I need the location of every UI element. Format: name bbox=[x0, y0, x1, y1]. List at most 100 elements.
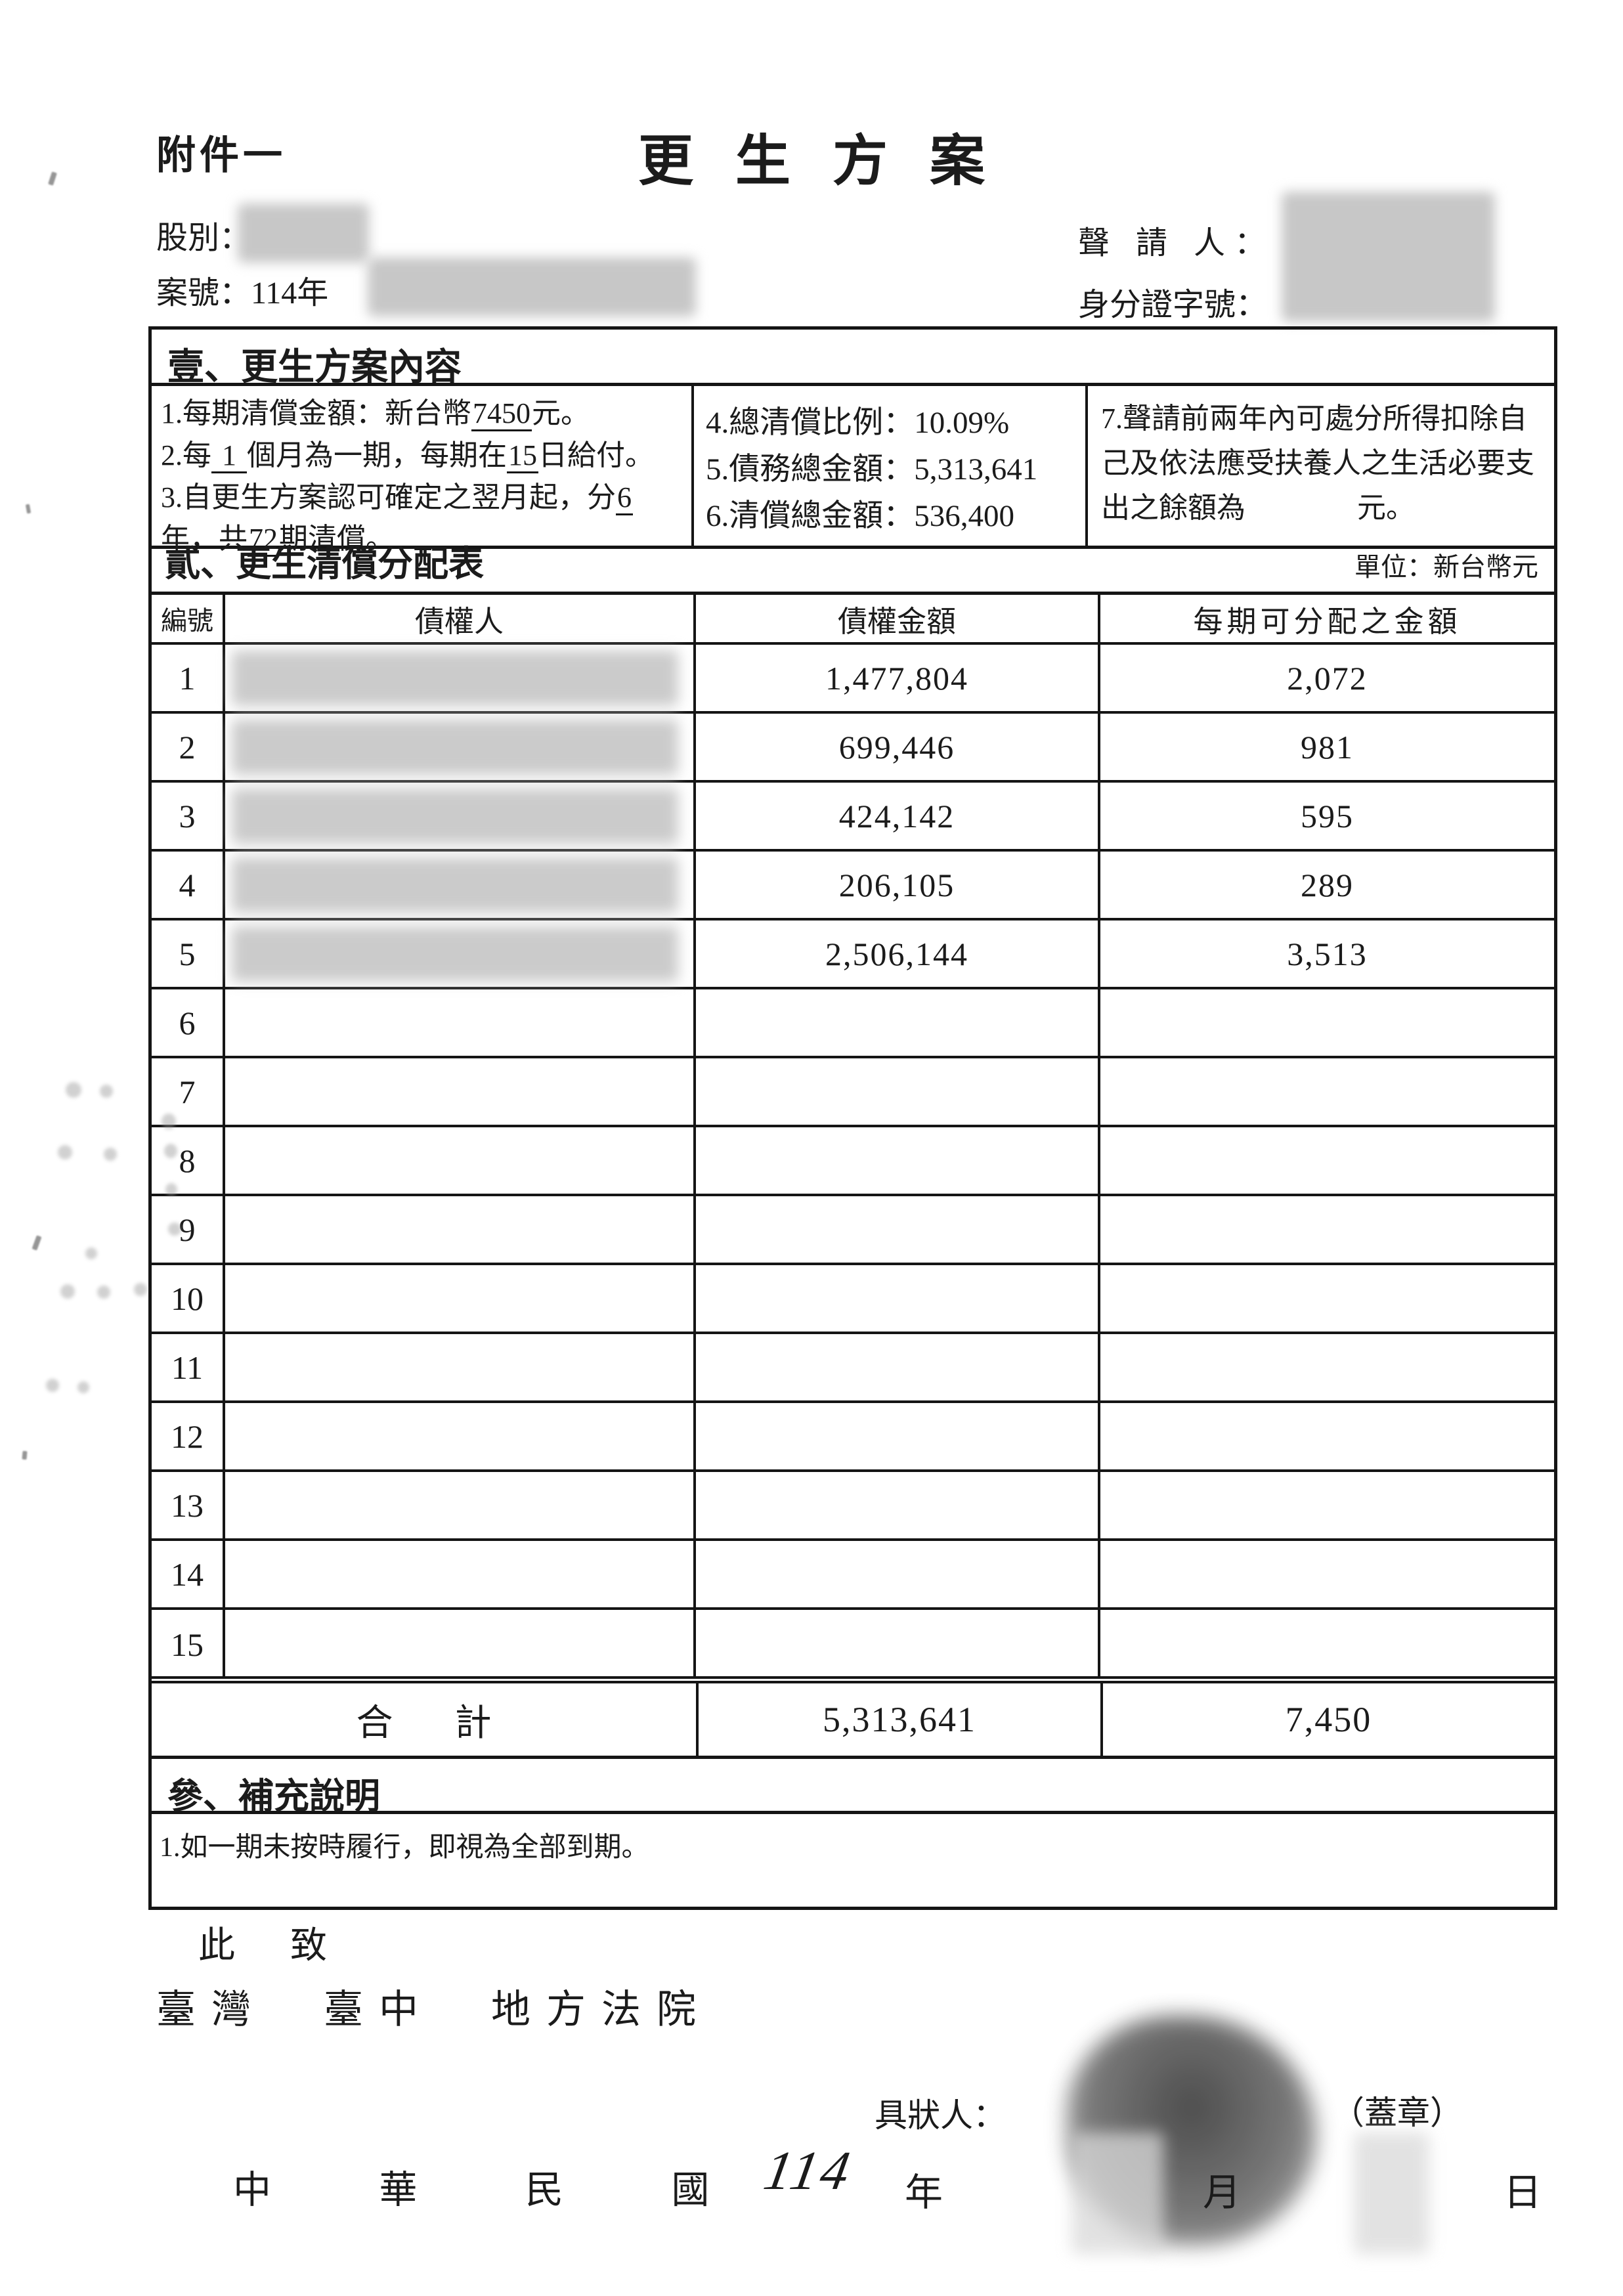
redacted-applicant-info bbox=[1282, 192, 1495, 322]
per-period-cell bbox=[1100, 1610, 1554, 1679]
row-number-cell: 7 bbox=[152, 1058, 225, 1125]
per-period-cell bbox=[1100, 1127, 1554, 1194]
signer-label: 具狀人： bbox=[875, 2097, 1006, 2134]
per-period-cell bbox=[1100, 1058, 1554, 1125]
claim-amount-cell bbox=[696, 1403, 1100, 1469]
creditor-cell bbox=[225, 1403, 696, 1469]
scan-noise-dot bbox=[104, 1148, 117, 1161]
table-row: 13 bbox=[152, 1472, 1554, 1541]
case-label-text: 案號： bbox=[156, 276, 251, 311]
supplementary-note: 1.如一期未按時履行，即視為全部到期。 bbox=[160, 1832, 649, 1863]
item3-periods: 72 bbox=[248, 523, 279, 557]
scan-noise-tick bbox=[22, 1450, 28, 1460]
creditor-cell bbox=[225, 783, 696, 849]
table-row: 3 424,142 595 bbox=[152, 783, 1554, 852]
id-number-label: 身分證字號： bbox=[1078, 288, 1268, 322]
redacted-creditor-name bbox=[232, 788, 678, 844]
creditor-cell bbox=[225, 1196, 696, 1263]
case-year-prefix: 114年 bbox=[251, 276, 329, 311]
plan-item-7: 7.聲請前兩年內可處分所得扣除自己及依法應受扶養人之生活必要支出之餘額為 bbox=[1101, 402, 1534, 525]
item1-text: 1.每期清償金額：新台幣 bbox=[161, 397, 471, 429]
per-period-cell: 3,513 bbox=[1287, 935, 1368, 972]
creditor-cell bbox=[225, 1265, 696, 1332]
per-period-cell bbox=[1100, 1196, 1554, 1263]
date-era-label: 中 華 民 國 bbox=[233, 2169, 710, 2211]
claim-amount-cell bbox=[696, 1058, 1100, 1125]
closing-phrase: 此 致 bbox=[198, 1926, 327, 1966]
scan-noise-dot bbox=[134, 1283, 147, 1296]
table-row: 11 bbox=[152, 1334, 1554, 1403]
redacted-creditor-name bbox=[232, 857, 678, 913]
claim-amount-cell bbox=[696, 1265, 1100, 1332]
per-period-cell bbox=[1100, 1334, 1554, 1400]
document-title: 更生方案 bbox=[638, 131, 1027, 192]
scan-noise-dot bbox=[97, 1286, 110, 1299]
plan-terms-column: 1.每期清償金額：新台幣7450元。 2.每 1 個月為一期，每期在15日給付。 3… bbox=[152, 386, 694, 557]
item7-suffix: 元。 bbox=[1357, 492, 1415, 525]
total-label: 合 計 bbox=[152, 1683, 699, 1756]
row-number-cell: 5 bbox=[152, 921, 225, 987]
item3-text: 3.自更生方案認可確定之翌月起，分 bbox=[161, 481, 616, 513]
creditor-cell bbox=[225, 1472, 696, 1538]
item2-payday: 15 bbox=[507, 439, 538, 473]
per-period-cell bbox=[1100, 1541, 1554, 1607]
claim-amount-cell: 424,142 bbox=[696, 783, 1100, 849]
table-total-row: 合 計 5,313,641 7,450 bbox=[152, 1676, 1554, 1759]
seal-note: （蓋章） bbox=[1331, 2094, 1463, 2131]
creditor-cell bbox=[225, 1127, 696, 1194]
claim-amount-cell bbox=[696, 1334, 1100, 1400]
item2-months: 1 bbox=[211, 439, 247, 473]
claim-amount-cell bbox=[696, 1541, 1100, 1607]
claim-amount-cell: 1,477,804 bbox=[696, 645, 1100, 711]
plan-item-1: 1.每期清償金額：新台幣7450元。 bbox=[161, 393, 681, 435]
table-row: 10 bbox=[152, 1265, 1554, 1334]
claim-amount-cell: 699,446 bbox=[696, 714, 1100, 780]
section1-content: 1.每期清償金額：新台幣7450元。 2.每 1 個月為一期，每期在15日給付。 3… bbox=[152, 386, 1554, 557]
table-row: 7 bbox=[152, 1058, 1554, 1127]
court-name: 臺灣 臺中 地方法院 bbox=[156, 1988, 712, 2031]
section1-title: 壹、更生方案內容 bbox=[152, 330, 1554, 388]
plan-item-6: 6.清償總金額：536,400 bbox=[706, 499, 1014, 533]
claim-amount-cell bbox=[696, 1472, 1100, 1538]
redacted-month-value bbox=[1071, 2133, 1163, 2254]
claim-amount-cell bbox=[696, 989, 1100, 1056]
redacted-creditor-name bbox=[232, 719, 678, 775]
plan-item-2: 2.每 1 個月為一期，每期在15日給付。 bbox=[161, 435, 681, 477]
header-row-number: 編號 bbox=[152, 595, 225, 642]
scan-noise-dot bbox=[162, 1114, 176, 1129]
scan-noise-dot bbox=[164, 1144, 177, 1158]
scan-noise-dot bbox=[165, 1183, 177, 1196]
row-number-cell: 13 bbox=[152, 1472, 225, 1538]
scan-noise-dot bbox=[46, 1379, 59, 1392]
year-suffix: 年 bbox=[905, 2171, 943, 2214]
claim-amount-cell bbox=[696, 1610, 1100, 1679]
table-row: 9 bbox=[152, 1196, 1554, 1265]
per-period-cell bbox=[1100, 1265, 1554, 1332]
per-period-cell: 289 bbox=[1301, 866, 1354, 903]
row-number-cell: 8 bbox=[152, 1127, 225, 1194]
item1-suffix: 元。 bbox=[532, 397, 590, 429]
scan-noise-tick bbox=[32, 1235, 42, 1251]
creditor-cell bbox=[225, 852, 696, 918]
row-number-cell: 4 bbox=[152, 852, 225, 918]
row-number-cell: 12 bbox=[152, 1403, 225, 1469]
table-row: 4 206,105 289 bbox=[152, 852, 1554, 921]
redacted-day-value bbox=[1354, 2133, 1429, 2254]
per-period-cell: 595 bbox=[1301, 797, 1354, 834]
table-row: 8 bbox=[152, 1127, 1554, 1196]
per-period-cell bbox=[1100, 1472, 1554, 1538]
table-row: 6 bbox=[152, 989, 1554, 1058]
row-number-cell: 9 bbox=[152, 1196, 225, 1263]
total-per-period: 7,450 bbox=[1285, 1700, 1372, 1739]
per-period-cell: 981 bbox=[1301, 728, 1354, 766]
item3-suffix: 期清償。 bbox=[279, 523, 395, 555]
section2-title: 貳、更生清償分配表 bbox=[165, 544, 484, 584]
plan-item-5: 5.債務總金額：5,313,641 bbox=[706, 452, 1038, 487]
scan-noise-dot bbox=[168, 1223, 181, 1236]
month-suffix: 月 bbox=[1203, 2171, 1242, 2214]
row-number-cell: 15 bbox=[152, 1610, 225, 1679]
creditor-cell bbox=[225, 645, 696, 711]
header-creditor: 債權人 bbox=[225, 595, 696, 642]
per-period-cell: 2,072 bbox=[1287, 659, 1368, 697]
plan-totals-column: 4.總清償比例：10.09% 5.債務總金額：5,313,641 6.清償總金額… bbox=[694, 386, 1088, 546]
